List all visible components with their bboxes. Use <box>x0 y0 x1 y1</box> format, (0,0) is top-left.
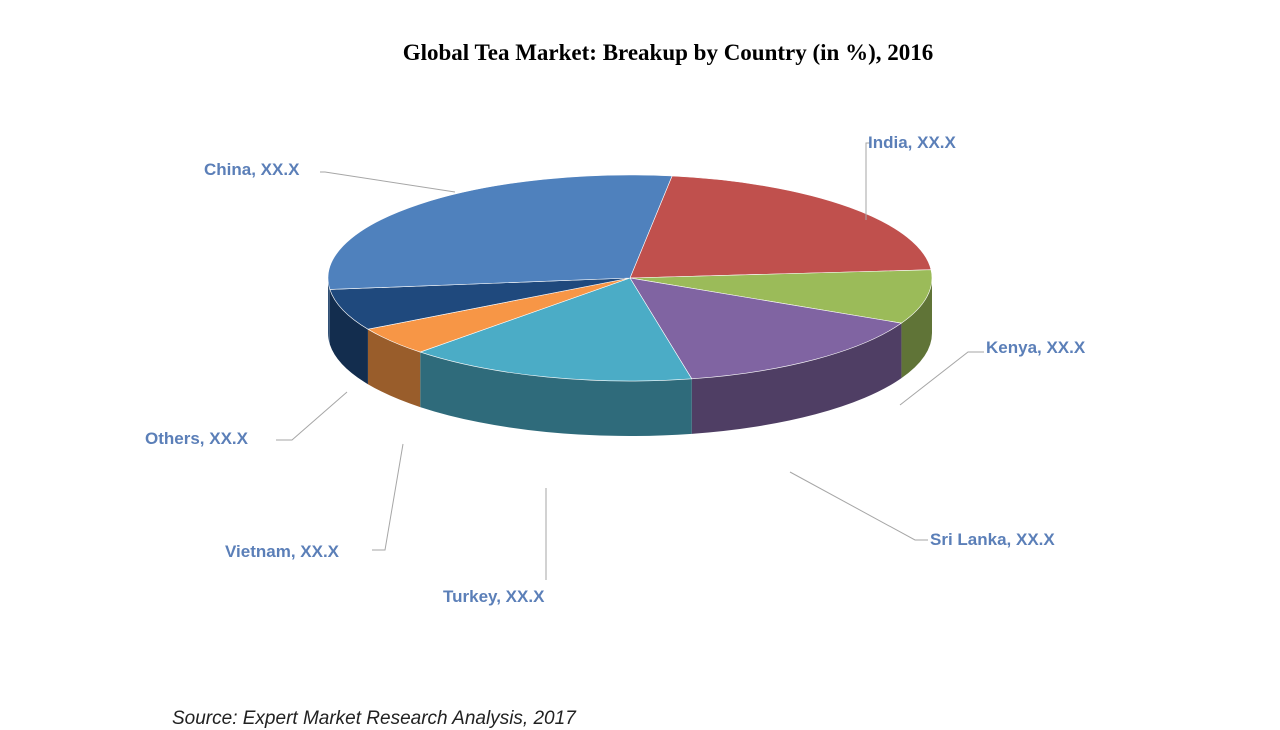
pie-side-others <box>329 289 368 385</box>
pie-slice-china <box>327 174 673 290</box>
data-labels: India, XX.X Kenya, XX.X Sri Lanka, XX.X Tur… <box>145 133 1086 606</box>
source-note: Source: Expert Market Research Analysis,… <box>172 708 576 729</box>
leader-line-india <box>865 142 870 220</box>
pie-slice-others <box>329 277 631 330</box>
pie-top-slices <box>327 174 933 382</box>
pie-slice-kenya <box>629 269 933 324</box>
pie-side-walls <box>328 278 932 437</box>
pie-side-sri-lanka <box>691 323 902 434</box>
data-label-turkey: Turkey, XX.X <box>443 587 545 606</box>
leader-line-china <box>320 171 456 193</box>
label-leader-lines <box>276 142 984 580</box>
data-label-kenya: Kenya, XX.X <box>986 338 1086 357</box>
pie-side-kenya <box>901 278 932 379</box>
leader-line-vietnam <box>372 443 404 551</box>
pie-slice-india <box>629 175 932 279</box>
data-label-india: India, XX.X <box>868 133 957 152</box>
pie-side-vietnam <box>367 329 421 408</box>
data-label-sri-lanka: Sri Lanka, XX.X <box>930 530 1055 549</box>
data-label-vietnam: Vietnam, XX.X <box>225 542 340 561</box>
chart-title: Global Tea Market: Breakup by Country (i… <box>402 40 934 65</box>
pie-side-turkey <box>420 352 692 437</box>
leader-line-sri-lanka <box>789 471 928 541</box>
pie-slice-turkey <box>419 277 693 382</box>
leader-line-others <box>276 391 348 441</box>
data-label-others: Others, XX.X <box>145 429 249 448</box>
pie-side-china <box>328 278 330 345</box>
leader-line-kenya <box>899 351 984 406</box>
pie-slice-sri-lanka <box>629 277 903 380</box>
data-label-china: China, XX.X <box>204 160 300 179</box>
